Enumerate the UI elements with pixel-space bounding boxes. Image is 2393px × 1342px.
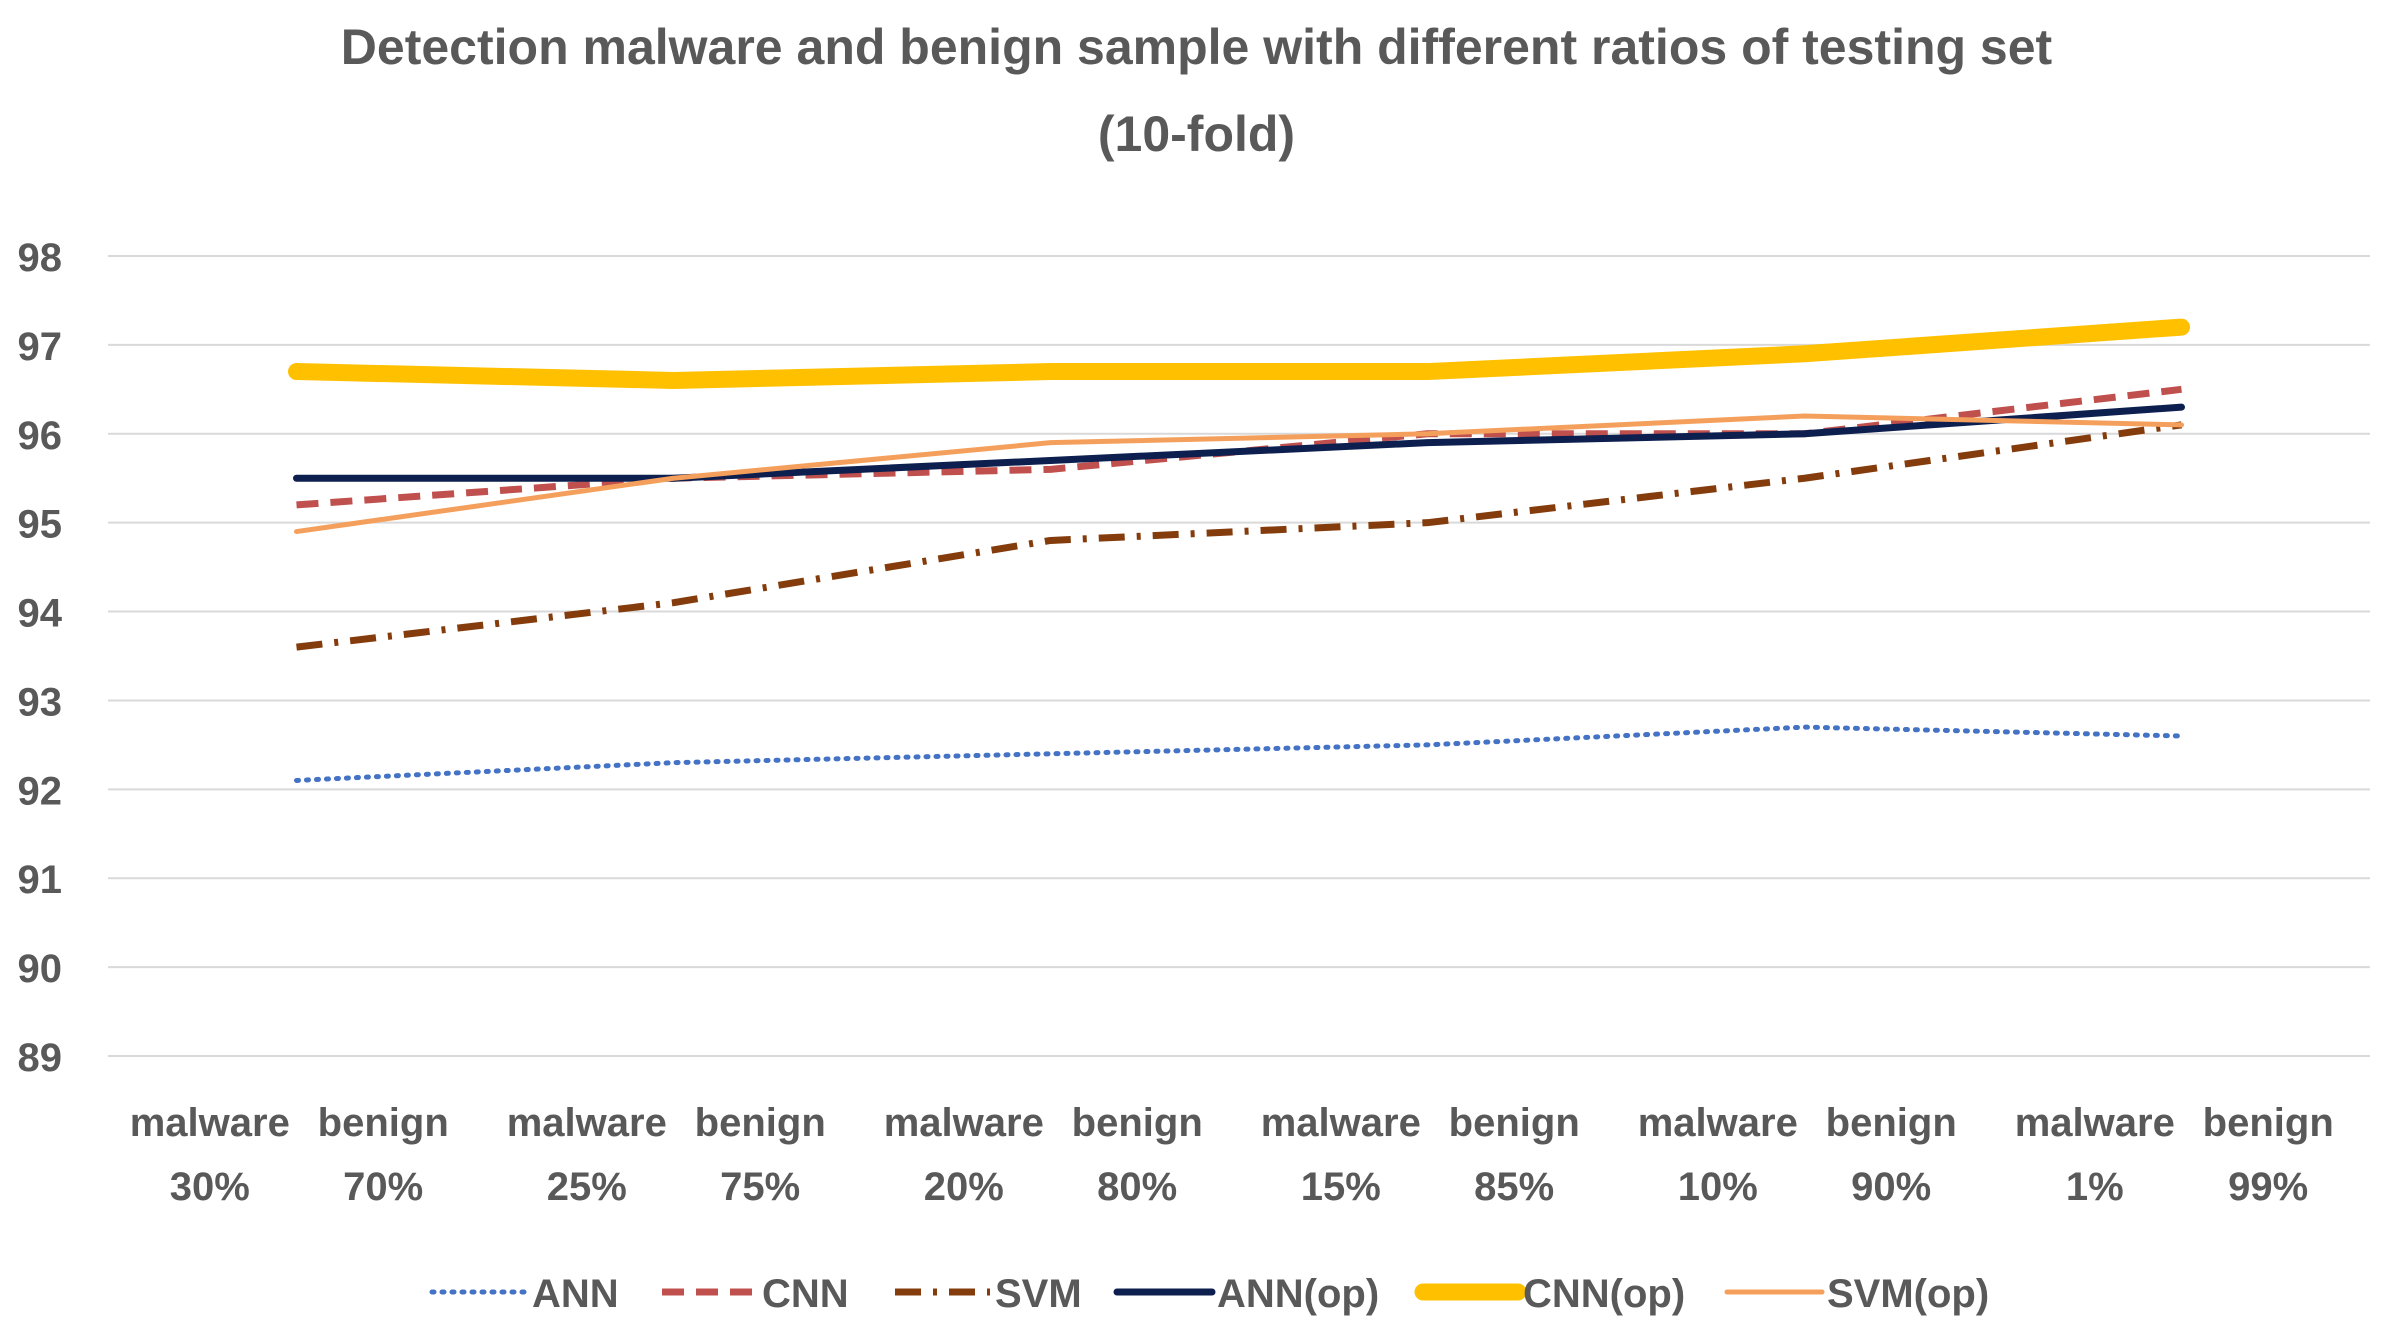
legend-label: CNN	[762, 1272, 849, 1316]
legend-label: CNN(op)	[1523, 1272, 1685, 1316]
y-tick-label: 96	[18, 414, 63, 458]
x-tick-label: benign	[695, 1101, 826, 1145]
x-tick-label: 99%	[2228, 1165, 2308, 1209]
y-tick-label: 94	[18, 592, 63, 636]
x-tick-label: 10%	[1678, 1165, 1758, 1209]
x-tick-label: malware	[1261, 1101, 1421, 1145]
series-line-annop	[293, 403, 2185, 482]
series-line-ann	[294, 724, 2184, 783]
x-tick-label: benign	[2203, 1101, 2334, 1145]
y-tick-label: 98	[18, 236, 63, 280]
y-tick-label: 89	[18, 1036, 63, 1080]
series-line-cnnop	[288, 318, 2190, 389]
x-tick-label: malware	[1638, 1101, 1798, 1145]
x-tick-label: 15%	[1301, 1165, 1381, 1209]
x-tick-label: 1%	[2066, 1165, 2124, 1209]
legend-label: ANN	[532, 1272, 619, 1316]
x-tick-label: malware	[507, 1101, 667, 1145]
y-tick-label: 90	[18, 947, 63, 991]
x-tick-label: 85%	[1474, 1165, 1554, 1209]
legend-label: SVM	[995, 1272, 1082, 1316]
legend-label: ANN(op)	[1217, 1272, 1379, 1316]
x-tick-label: 25%	[547, 1165, 627, 1209]
y-tick-label: 93	[18, 680, 63, 724]
x-tick-label: malware	[130, 1101, 290, 1145]
y-tick-label: 92	[18, 769, 63, 813]
x-tick-label: 70%	[343, 1165, 423, 1209]
legend-label: SVM(op)	[1827, 1272, 1989, 1316]
series-line-svm	[296, 421, 2182, 651]
x-tick-label: 80%	[1097, 1165, 1177, 1209]
series-line-svmop	[294, 413, 2184, 535]
x-tick-label: malware	[884, 1101, 1044, 1145]
y-tick-label: 95	[18, 503, 63, 547]
x-tick-label: 20%	[924, 1165, 1004, 1209]
x-tick-label: 30%	[170, 1165, 250, 1209]
y-tick-label: 91	[18, 858, 63, 902]
x-tick-label: benign	[1826, 1101, 1957, 1145]
x-tick-label: benign	[1072, 1101, 1203, 1145]
x-tick-label: benign	[1449, 1101, 1580, 1145]
x-tick-label: benign	[318, 1101, 449, 1145]
x-tick-label: 90%	[1851, 1165, 1931, 1209]
y-tick-label: 97	[18, 325, 63, 369]
x-tick-label: 75%	[720, 1165, 800, 1209]
series-line-cnn	[296, 385, 2182, 509]
x-tick-label: malware	[2015, 1101, 2175, 1145]
chart-title: Detection malware and benign sample with…	[340, 19, 2053, 75]
chart-subtitle: (10-fold)	[1097, 106, 1296, 162]
